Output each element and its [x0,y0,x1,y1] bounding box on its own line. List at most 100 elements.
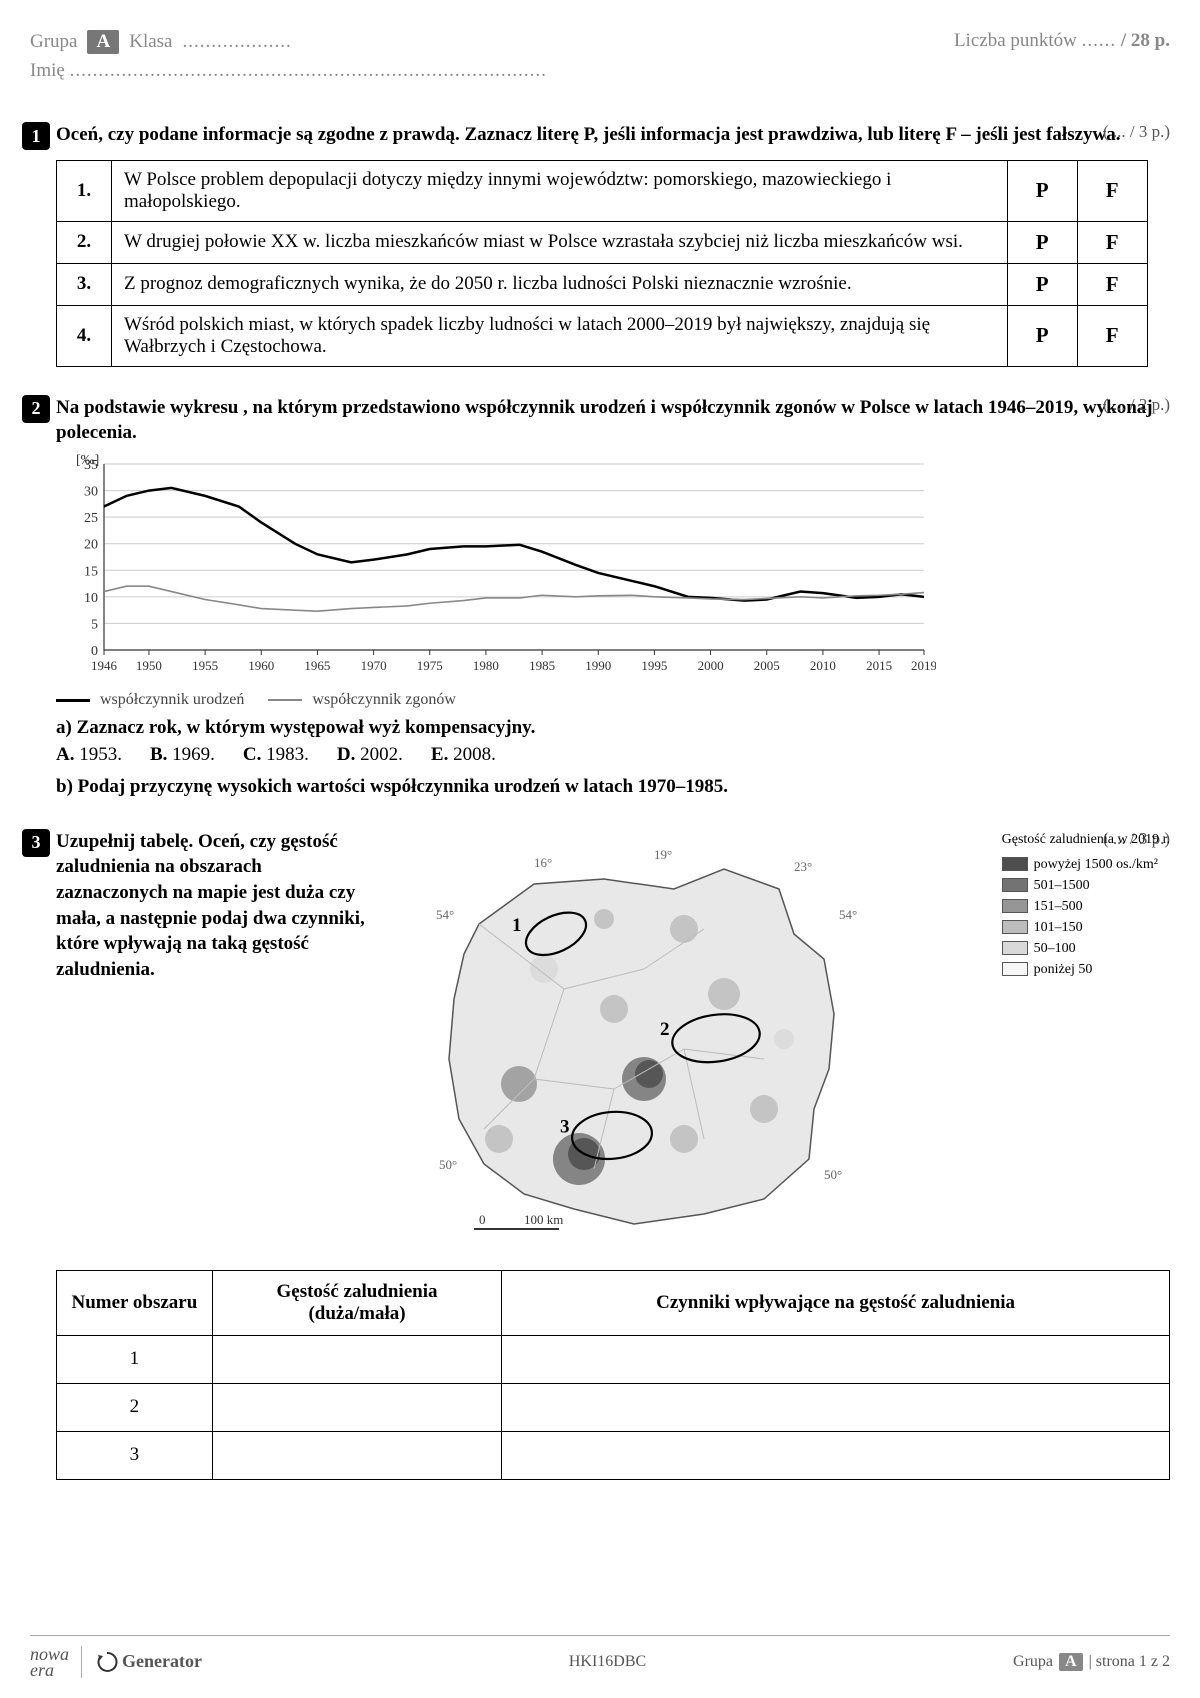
footer: nowa era Generator HKI16DBC Grupa A | st… [30,1635,1170,1678]
legend-row: 501–1500 [1002,875,1170,896]
points-total: / 28 p. [1121,30,1170,51]
footer-group-label: Grupa [1013,1653,1053,1670]
row-text: Wśród polskich miast, w których spadek l… [112,305,1008,366]
question-1: 1 ( ... / 3 p.) Oceń, czy podane informa… [30,122,1170,367]
row-num: 3 [57,1431,213,1479]
answer-option[interactable]: C. 1983. [243,744,309,765]
svg-text:50°: 50° [824,1167,842,1182]
choice-f[interactable]: F [1077,160,1147,221]
legend-text: 101–150 [1034,917,1083,938]
answer-option[interactable]: A. 1953. [56,744,122,765]
svg-text:1995: 1995 [641,658,667,673]
factors-cell[interactable] [502,1431,1170,1479]
header-row: Grupa A Klasa ................... Liczba… [30,30,1170,54]
table-row: 1 [57,1335,1170,1383]
class-label: Klasa [129,31,172,53]
factors-cell[interactable] [502,1335,1170,1383]
q3-row: Uzupełnij tabelę. Oceń, czy gęstość zalu… [56,829,1170,1254]
density-cell[interactable] [212,1431,501,1479]
svg-text:54°: 54° [436,907,454,922]
svg-text:1: 1 [512,915,522,936]
q1-points: ( ... / 3 p.) [1103,122,1170,142]
factors-cell[interactable] [502,1383,1170,1431]
poland-map: 16°19°23°54°54°50°50°1230100 km [384,829,924,1249]
legend-row: 151–500 [1002,896,1170,917]
map-legend-title: Gęstość zaludnienia w 2019 r. [1002,829,1170,850]
legend-swatch [1002,857,1028,871]
legend-swatch [1002,962,1028,976]
line-chart: 05101520253035[‰]19461950195519601965197… [56,454,936,684]
choice-f[interactable]: F [1077,263,1147,305]
svg-text:50°: 50° [439,1157,457,1172]
svg-text:54°: 54° [839,907,857,922]
q3-number: 3 [22,829,50,857]
choice-f[interactable]: F [1077,221,1147,263]
svg-text:2000: 2000 [698,658,724,673]
q2-chart-wrap: 05101520253035[‰]19461950195519601965197… [56,454,1170,801]
chart-legend: współczynnik urodzeń współczynnik zgonów [56,691,1170,709]
class-dots: ................... [182,31,291,53]
legend-swatch [1002,920,1028,934]
legend-swatch [1002,878,1028,892]
legend-row: 50–100 [1002,938,1170,959]
q1-body: 1. W Polsce problem depopulacji dotyczy … [56,160,1170,367]
row-text: Z prognoz demograficznych wynika, że do … [112,263,1008,305]
svg-text:2015: 2015 [866,658,892,673]
density-cell[interactable] [212,1335,501,1383]
legend-text: poniżej 50 [1034,959,1093,980]
footer-page: | strona 1 z 2 [1089,1653,1170,1670]
row-num: 4. [57,305,112,366]
table-row: 4. Wśród polskich miast, w których spade… [57,305,1148,366]
map-legend: Gęstość zaludnienia w 2019 r. powyżej 15… [1002,829,1170,980]
legend-swatch [1002,941,1028,955]
svg-text:5: 5 [91,617,98,632]
legend-row: poniżej 50 [1002,959,1170,980]
choice-f[interactable]: F [1077,305,1147,366]
legend-line-deaths [268,699,302,701]
svg-text:1946: 1946 [91,658,118,673]
svg-text:16°: 16° [534,855,552,870]
header-left: Grupa A Klasa ................... [30,30,292,54]
svg-text:2010: 2010 [810,658,836,673]
table-row: 2. W drugiej połowie XX w. liczba mieszk… [57,221,1148,263]
svg-text:10: 10 [84,591,98,606]
q2-sub-b: b) Podaj przyczynę wysokich wartości wsp… [56,774,1170,801]
footer-code: HKI16DBC [569,1653,646,1671]
legend-swatch [1002,899,1028,913]
svg-text:0: 0 [479,1212,486,1227]
table-header: Czynniki wpływające na gęstość zaludnien… [502,1270,1170,1335]
q3-text: Uzupełnij tabelę. Oceń, czy gęstość zalu… [56,829,366,983]
svg-text:30: 30 [84,484,98,499]
choice-p[interactable]: P [1007,305,1077,366]
legend-deaths: współczynnik zgonów [312,691,456,708]
legend-line-births [56,699,90,702]
choice-p[interactable]: P [1007,263,1077,305]
q2-points: ( ... / 2 p.) [1103,395,1170,415]
q3-body: Uzupełnij tabelę. Oceń, czy gęstość zalu… [56,829,1170,1480]
svg-text:0: 0 [91,644,98,659]
svg-text:1980: 1980 [473,658,499,673]
choice-p[interactable]: P [1007,160,1077,221]
table-row: 1. W Polsce problem depopulacji dotyczy … [57,160,1148,221]
row-text: W Polsce problem depopulacji dotyczy mię… [112,160,1008,221]
density-cell[interactable] [212,1383,501,1431]
q2-number: 2 [22,395,50,423]
q3-table: Numer obszaruGęstość zaludnienia (duża/m… [56,1270,1170,1480]
svg-text:1960: 1960 [248,658,274,673]
question-2: 2 ( ... / 2 p.) Na podstawie wykresu , n… [30,395,1170,801]
answer-option[interactable]: B. 1969. [150,744,215,765]
answer-option[interactable]: E. 2008. [431,744,496,765]
legend-text: 501–1500 [1034,875,1090,896]
svg-text:1990: 1990 [585,658,611,673]
answer-option[interactable]: D. 2002. [337,744,403,765]
choice-p[interactable]: P [1007,221,1077,263]
q2-sub-a: a) Zaznacz rok, w którym występował wyż … [56,715,1170,768]
points-header: Liczba punktów ...... / 28 p. [954,30,1170,54]
legend-text: 151–500 [1034,896,1083,917]
q2-sub-a-text: a) Zaznacz rok, w którym występował wyż … [56,717,535,738]
row-text: W drugiej połowie XX w. liczba mieszkańc… [112,221,1008,263]
generator-icon [96,1651,118,1673]
svg-text:19°: 19° [654,847,672,862]
svg-text:15: 15 [84,564,98,579]
logo-nowa-era: nowa era [30,1646,82,1678]
